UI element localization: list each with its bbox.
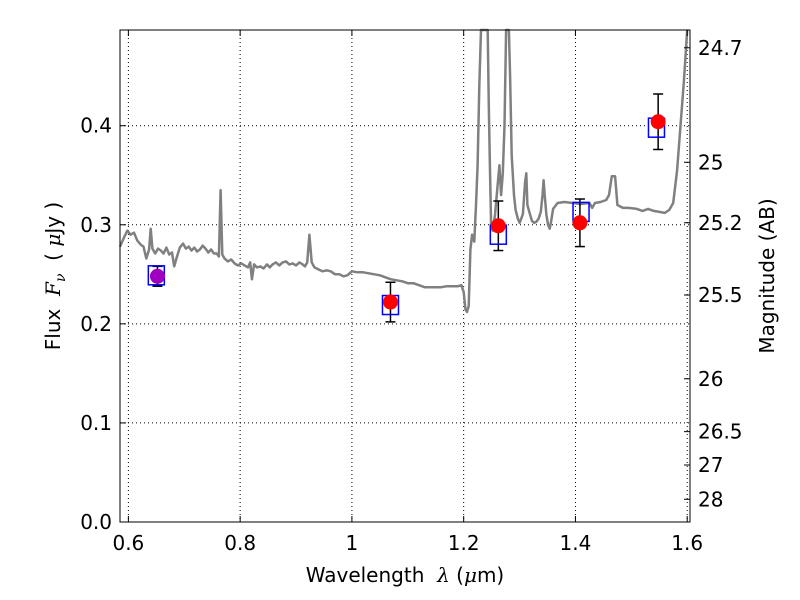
observed-photometry-point (490, 218, 506, 234)
observed-photometry-point (149, 268, 165, 284)
y-tick-label: 0.4 (80, 114, 112, 138)
x-tick-label: 1.2 (448, 531, 480, 555)
y-tick-label: 0.3 (80, 213, 112, 237)
y-tick-label: 0.0 (80, 510, 112, 534)
mag-tick-label: 27 (698, 453, 723, 477)
observed-photometry-point (650, 114, 666, 130)
mag-tick-label: 26 (698, 367, 723, 391)
x-tick-label: 1.6 (671, 531, 703, 555)
y-tick-label: 0.1 (80, 411, 112, 435)
x-tick-label: 0.8 (224, 531, 256, 555)
tick-labels: 0.6 0.8 1 1.2 1.4 1.6 0.0 0.1 0.2 0.3 0.4 24.7 25 25.… (80, 36, 742, 555)
mag-tick-label: 25.2 (698, 211, 743, 235)
mag-tick-label: 25 (698, 150, 723, 174)
right-axis-label: Magnitude (AB) (755, 198, 779, 353)
model-spectrum-line (118, 28, 689, 314)
mag-tick-label: 25.5 (698, 283, 743, 307)
mag-tick-label: 24.7 (698, 36, 743, 60)
x-tick-label: 1.4 (560, 531, 592, 555)
model-spectrum-layer (118, 28, 689, 314)
x-tick-label: 1 (346, 531, 359, 555)
observed-photometry-point (572, 215, 588, 231)
y-axis-label: Flux Fν ( μJy ) (41, 202, 69, 350)
observed-photometry-layer (149, 114, 666, 310)
mag-tick-label: 26.5 (698, 420, 743, 444)
x-axis-label: Wavelength λ (μm) (306, 563, 505, 587)
y-tick-label: 0.2 (80, 312, 112, 336)
mag-tick-label: 28 (698, 487, 723, 511)
x-tick-label: 0.6 (112, 531, 144, 555)
plot-frame (119, 29, 691, 523)
observed-photometry-point (382, 294, 398, 310)
ticks (120, 30, 690, 523)
